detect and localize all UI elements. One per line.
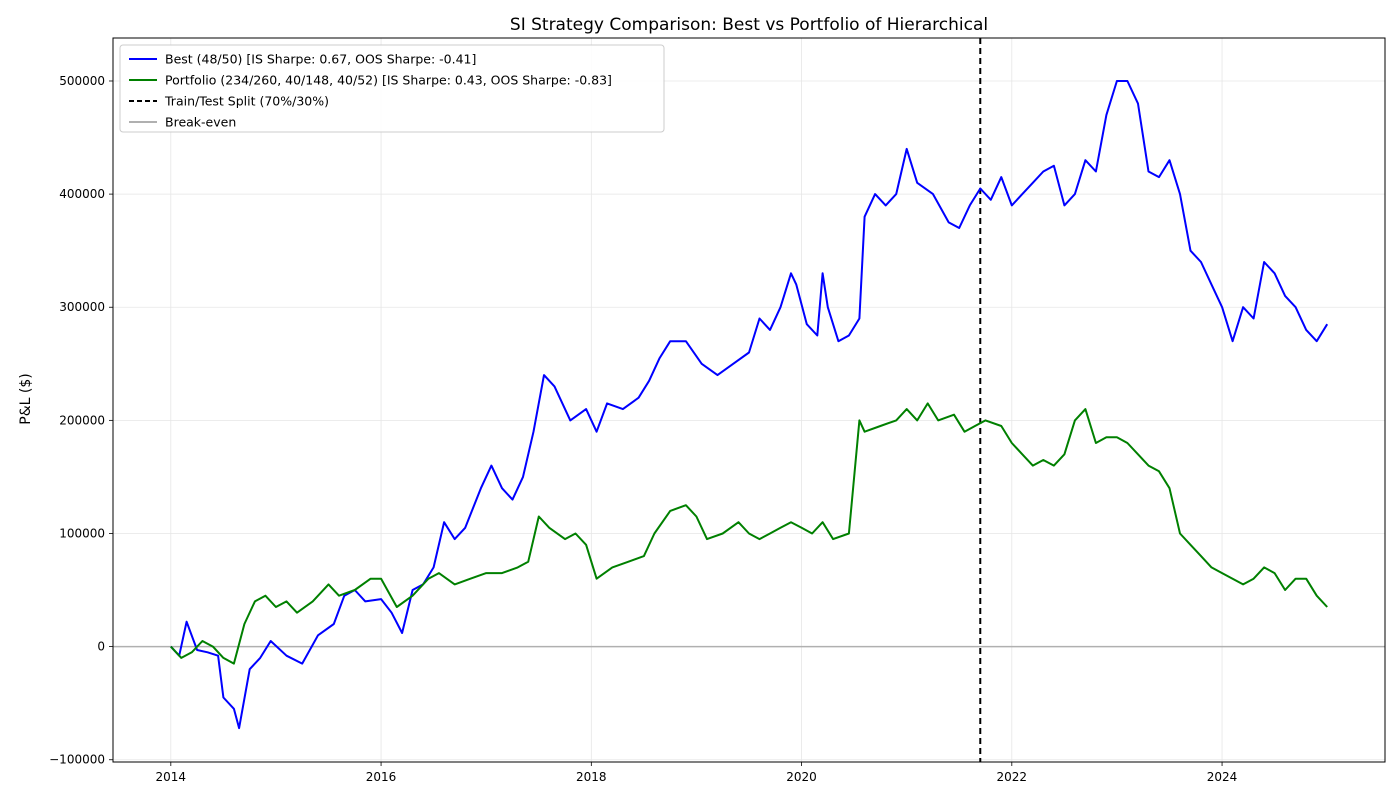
x-tick-label: 2024 (1207, 770, 1238, 784)
chart-title: SI Strategy Comparison: Best vs Portfoli… (510, 15, 988, 35)
grid-lines (113, 38, 1385, 762)
plot-frame (112, 37, 1386, 763)
y-tick-label: 400000 (59, 187, 105, 201)
x-axis-ticks: 2014 2016 2018 2020 2022 2024 (156, 762, 1238, 784)
series-lines (170, 80, 1329, 730)
legend-label: Portfolio (234/260, 40/148, 40/52) [IS S… (165, 73, 612, 88)
x-tick-label: 2022 (997, 770, 1028, 784)
legend-label: Best (48/50) [IS Sharpe: 0.67, OOS Sharp… (165, 52, 476, 67)
x-tick-label: 2016 (366, 770, 397, 784)
y-tick-label: 200000 (59, 413, 105, 427)
legend-label: Train/Test Split (70%/30%) (164, 94, 329, 109)
y-tick-label: 100000 (59, 526, 105, 540)
reference-lines (113, 38, 1385, 762)
y-axis-label: P&L ($) (18, 373, 34, 424)
best-series-line (170, 80, 1329, 730)
legend: Best (48/50) [IS Sharpe: 0.67, OOS Sharp… (119, 44, 665, 133)
x-tick-label: 2018 (576, 770, 607, 784)
x-tick-label: 2014 (156, 770, 187, 784)
legend-box (119, 44, 665, 133)
y-tick-label: 0 (97, 640, 105, 654)
y-tick-label: 500000 (59, 74, 105, 88)
portfolio-series-line (170, 402, 1328, 665)
legend-label: Break-even (165, 115, 236, 130)
x-tick-label: 2020 (786, 770, 817, 784)
y-axis-ticks: −100000 0 100000 200000 300000 400000 500000 (49, 74, 113, 767)
y-tick-label: −100000 (49, 753, 105, 767)
y-tick-label: 300000 (59, 300, 105, 314)
